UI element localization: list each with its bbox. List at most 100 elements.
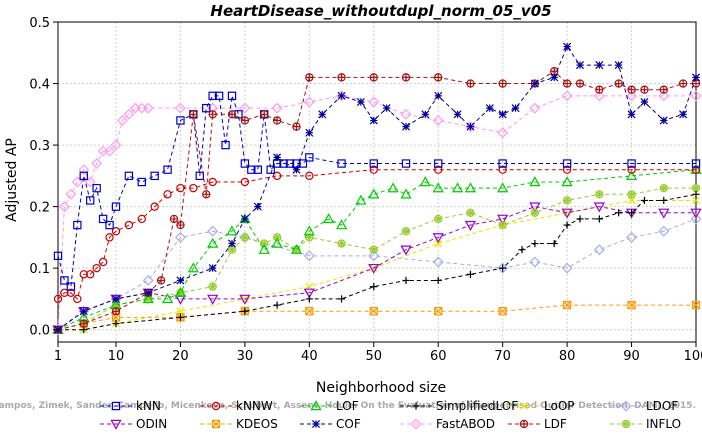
data-point (658, 208, 670, 219)
data-point (692, 190, 700, 198)
data-point (434, 165, 443, 174)
data-point (690, 213, 702, 225)
data-point (563, 221, 571, 229)
data-point (227, 239, 237, 248)
data-point (434, 91, 443, 100)
x-tick-label: 60 (430, 349, 447, 364)
data-point (227, 110, 237, 119)
data-point (434, 214, 443, 224)
data-point (169, 214, 179, 224)
data-point (531, 239, 539, 248)
data-point (92, 183, 101, 193)
data-point (91, 158, 103, 169)
data-point (273, 301, 281, 309)
data-point (550, 73, 559, 82)
data-point (561, 176, 573, 187)
data-point (627, 159, 636, 168)
data-point (369, 245, 378, 254)
y-tick-label: 0.4 (29, 78, 50, 93)
legend-item: kNNW (200, 399, 273, 413)
legend-marker (621, 419, 631, 429)
data-point (116, 115, 128, 126)
data-point (511, 104, 520, 113)
data-point (335, 219, 348, 230)
data-point (640, 196, 649, 205)
data-point (73, 294, 82, 304)
data-point (240, 177, 250, 187)
data-point (66, 288, 76, 297)
series-layer (52, 42, 702, 336)
data-point (400, 245, 412, 256)
data-point (60, 288, 69, 297)
data-point (370, 283, 378, 291)
data-point (691, 196, 701, 205)
data-point (214, 91, 224, 101)
data-point (658, 90, 670, 102)
series-line (57, 304, 696, 331)
data-point (247, 165, 256, 174)
y-axis-label: Adjusted AP (4, 138, 20, 222)
data-point (111, 294, 121, 303)
y-tick-label: 0.0 (29, 324, 50, 339)
series-kNNW (53, 165, 701, 304)
data-point (207, 294, 219, 305)
data-point (303, 225, 315, 236)
legend-item: kNN (100, 399, 161, 413)
data-point (150, 202, 159, 211)
data-point (105, 233, 114, 242)
data-point (562, 159, 572, 168)
data-point (73, 220, 82, 230)
series-kNN (53, 91, 701, 291)
data-point (144, 294, 153, 304)
grid-lines (57, 21, 697, 342)
series-LDF (53, 67, 701, 334)
data-point (356, 97, 365, 107)
data-point (434, 239, 443, 248)
data-point (691, 183, 701, 193)
data-point (208, 91, 217, 101)
data-point (318, 110, 327, 119)
data-point (485, 104, 494, 113)
legend-marker (211, 419, 221, 429)
data-point (658, 225, 670, 237)
data-point (98, 257, 108, 267)
y-tick-label: 0.2 (29, 201, 50, 216)
data-point (690, 208, 702, 219)
data-point (79, 270, 88, 279)
data-point (123, 108, 135, 120)
data-point (202, 103, 211, 113)
legend-marker (311, 419, 321, 429)
data-point (368, 188, 380, 199)
data-point (640, 97, 649, 107)
legend-marker (620, 400, 632, 412)
data-point (595, 190, 604, 199)
data-point (691, 165, 701, 174)
data-point (499, 264, 507, 272)
data-point (176, 313, 185, 321)
y-tick-label: 0.3 (29, 139, 50, 154)
data-point (368, 96, 380, 108)
data-point (382, 104, 391, 113)
legend-label: LoOP (544, 399, 575, 413)
data-point (305, 295, 313, 303)
series-FastABOD (52, 90, 702, 336)
data-point (593, 90, 605, 102)
data-point (271, 102, 283, 114)
data-point (369, 116, 378, 125)
data-point (208, 177, 217, 187)
data-point (464, 182, 477, 193)
legend-item: LOF (300, 399, 359, 413)
data-point (240, 233, 250, 242)
data-point (562, 165, 572, 174)
data-point (550, 239, 558, 248)
legend-marker (519, 419, 529, 429)
data-point (176, 220, 185, 230)
axes: 1 10 20 30 40 50 60 70 80 90 100 0.0 0.1 0.2 0.3 0.4 0.5 (29, 16, 702, 364)
data-point (66, 282, 76, 291)
x-tick-label: 70 (494, 349, 511, 364)
data-point (401, 227, 411, 236)
series-line (57, 95, 696, 330)
data-point (221, 140, 230, 150)
legend-item: KDEOS (200, 417, 278, 431)
data-point (323, 213, 335, 224)
